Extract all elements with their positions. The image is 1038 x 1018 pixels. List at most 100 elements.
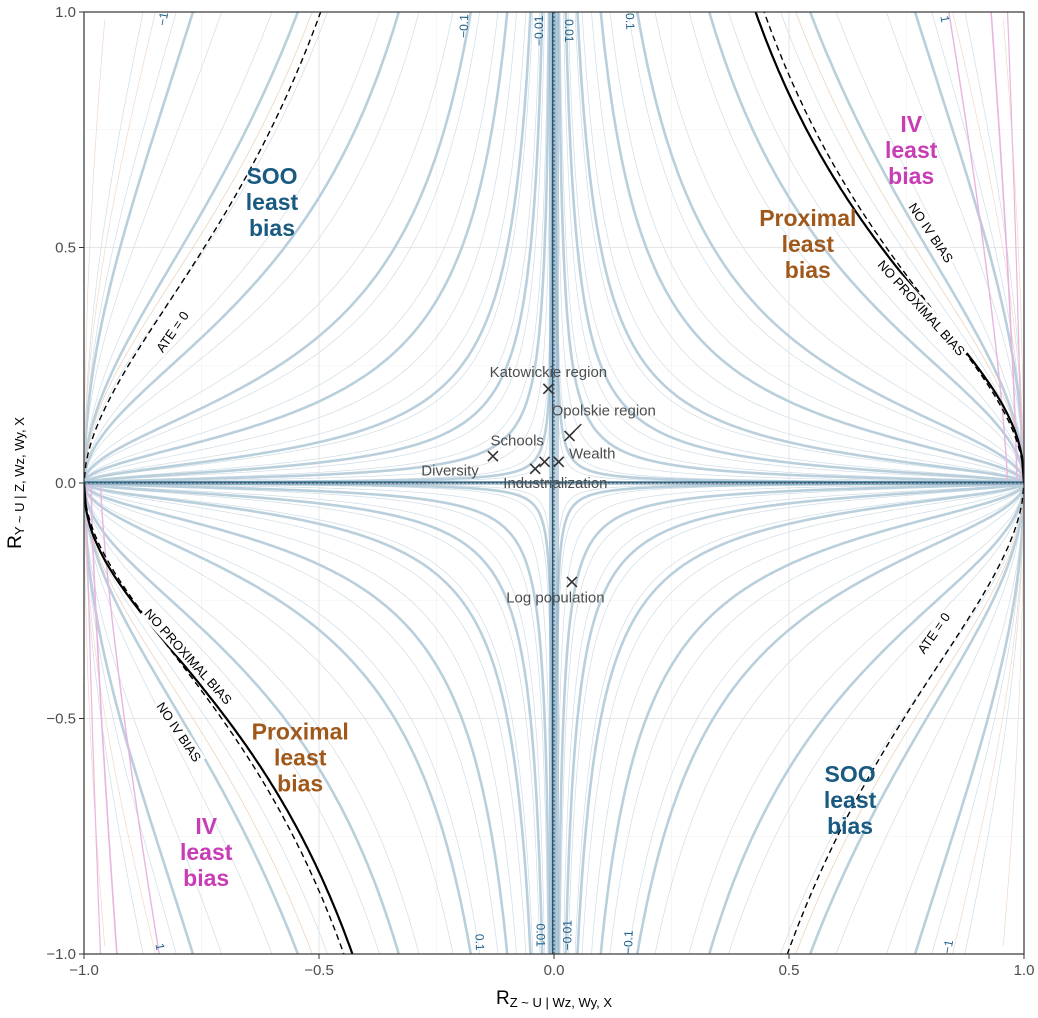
region-label-line: bias <box>183 865 229 891</box>
x-tick-label: 1.0 <box>1014 962 1035 979</box>
marker-stroke <box>566 576 578 588</box>
contour-line-thin <box>84 12 534 484</box>
contour-line-thin <box>84 482 144 954</box>
contour-line-thick <box>557 12 1024 485</box>
no-proximal-bias-curve <box>84 482 354 954</box>
contour-line-thick <box>576 12 1024 484</box>
contour-line-thin <box>885 482 1024 954</box>
region-label-line: bias <box>249 215 295 241</box>
contour-line-thin <box>931 12 1024 484</box>
contour-line-thick <box>84 482 544 954</box>
proximal-contour-line <box>1002 19 1024 484</box>
contour-line-thick <box>84 12 473 484</box>
region-label-line: bias <box>277 771 323 797</box>
contour-label: −0.01 <box>532 15 546 46</box>
contour-line-thick <box>84 12 532 484</box>
contour-label: 0.01 <box>534 924 548 948</box>
contour-line-thin <box>84 482 534 954</box>
contour-line-thick <box>635 12 1024 484</box>
marker-stroke <box>529 463 541 475</box>
contour-line-thin <box>84 12 223 484</box>
proximal-contour-line <box>84 482 106 947</box>
proximal-contour-line <box>84 482 313 954</box>
contour-line-thin <box>627 482 1024 954</box>
contour-line-thin <box>654 482 1024 954</box>
contour-line-thin <box>84 12 527 484</box>
marker-stroke <box>487 450 499 462</box>
contour-line-thin <box>84 482 481 954</box>
contour-line-thin <box>688 12 1024 484</box>
proximal-contour-line <box>952 482 1024 954</box>
contour-line-thin <box>574 482 1024 954</box>
benchmark-marker <box>553 456 565 468</box>
contour-label: −0.01 <box>560 920 574 951</box>
contour-line-thin <box>654 12 1024 484</box>
benchmark-label: Schools <box>491 433 544 450</box>
special-curves <box>84 12 1024 954</box>
contour-line-thick <box>84 481 551 954</box>
region-label-line: least <box>246 189 299 215</box>
contour-line-thin <box>84 12 499 484</box>
contour-line-thick <box>808 482 1024 954</box>
region-label-line: bias <box>888 163 934 189</box>
x-axis-title-main: R <box>496 988 510 1009</box>
benchmark-marker <box>542 383 554 395</box>
contour-line-thin <box>885 12 1024 484</box>
contour-line-thick <box>84 482 473 954</box>
y-tick-label: −0.5 <box>46 711 76 728</box>
region-label-iv: IV least bias <box>885 111 938 189</box>
no-proximal-bias-curve <box>754 12 1024 484</box>
contour-line-thin <box>591 12 1024 484</box>
contour-line-thick <box>84 482 509 954</box>
contour-line-thin <box>627 12 1024 484</box>
contour-line-thin <box>964 482 1024 954</box>
contour-label: −0.1 <box>456 14 471 38</box>
y-tick-label: −1.0 <box>46 946 76 963</box>
curve-label-background <box>140 604 237 710</box>
contour-line-thin <box>84 12 144 484</box>
contour-line-thin <box>84 12 177 484</box>
proximal-contour-line <box>795 482 1024 954</box>
contour-line-thin <box>84 482 380 954</box>
x-axis-title: RZ ~ U | Wz, Wy, X <box>496 988 612 1010</box>
region-label-proximal: Proximal least bias <box>759 205 856 283</box>
contour-line-thick <box>808 12 1024 484</box>
contour-labels: −1 −0.1 −0.01 0.01 0.1 1 0.1 0.01 −0.01 −0.1 1 −1 <box>153 11 957 955</box>
curve-label-background <box>904 198 958 268</box>
contour-line-thin <box>688 482 1024 954</box>
contour-label: 0.01 <box>562 19 576 43</box>
contour-label: 1 <box>153 942 168 951</box>
region-label-soo: SOO least bias <box>246 163 299 241</box>
curve-label-background <box>873 255 970 361</box>
contour-line-thin <box>84 12 481 484</box>
contour-line-thick <box>557 481 1024 954</box>
contour-line-thin <box>581 482 1024 954</box>
region-label-line: bias <box>785 257 831 283</box>
contour-line-thick <box>84 482 195 954</box>
contour-line-thin <box>556 482 1024 948</box>
contour-line-thin <box>728 12 1024 484</box>
y-axis-title-main: R <box>5 535 26 549</box>
region-label-line: IV <box>900 111 922 137</box>
contour-line-thin <box>835 482 1024 954</box>
contour-line-thin <box>84 482 328 954</box>
x-tick-label: −0.5 <box>304 962 334 979</box>
curve-label-background <box>913 608 955 659</box>
contour-line-thin <box>574 12 1024 484</box>
contour-label: 1 <box>937 14 952 23</box>
contour-line-thin <box>931 482 1024 954</box>
contour-line-thin <box>84 12 454 484</box>
contour-line-thin <box>84 18 552 484</box>
ate-zero-curve <box>786 482 1024 954</box>
contour-line-thin <box>591 482 1024 954</box>
region-label-line: Proximal <box>759 205 856 231</box>
contour-line-thin <box>84 482 527 954</box>
contour-label: −0.1 <box>621 930 636 954</box>
x-tick-label: 0.5 <box>779 962 800 979</box>
contour-line-thick <box>84 12 195 484</box>
contour-line-thick <box>707 482 1024 954</box>
label-leader-line <box>568 423 582 437</box>
region-label-line: SOO <box>825 761 876 787</box>
benchmark-marker <box>529 463 541 475</box>
contour-line-thick <box>564 12 1024 484</box>
